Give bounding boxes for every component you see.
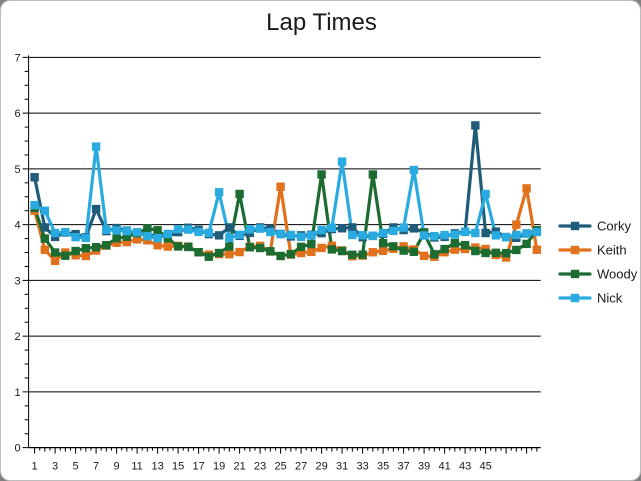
svg-text:45: 45: [479, 461, 491, 473]
svg-text:23: 23: [254, 461, 266, 473]
svg-text:15: 15: [172, 461, 184, 473]
svg-text:25: 25: [274, 461, 286, 473]
svg-text:3: 3: [14, 275, 20, 287]
svg-text:Corky: Corky: [597, 219, 631, 234]
svg-text:29: 29: [315, 461, 327, 473]
svg-text:39: 39: [418, 461, 430, 473]
svg-text:11: 11: [131, 461, 142, 473]
svg-text:5: 5: [73, 461, 79, 473]
svg-text:33: 33: [356, 461, 368, 473]
svg-text:27: 27: [295, 461, 307, 473]
svg-text:0: 0: [14, 443, 20, 455]
svg-text:Keith: Keith: [597, 243, 627, 258]
svg-text:21: 21: [233, 461, 245, 473]
svg-text:Nick: Nick: [597, 291, 623, 306]
svg-text:13: 13: [151, 461, 163, 473]
svg-text:1: 1: [32, 461, 38, 473]
svg-text:35: 35: [377, 461, 389, 473]
svg-text:Woody: Woody: [597, 267, 638, 282]
svg-text:37: 37: [397, 461, 409, 473]
svg-text:3: 3: [52, 461, 58, 473]
svg-text:41: 41: [438, 461, 450, 473]
svg-text:43: 43: [459, 461, 471, 473]
svg-text:4: 4: [14, 220, 20, 232]
svg-text:31: 31: [336, 461, 348, 473]
svg-text:1: 1: [14, 387, 20, 399]
svg-text:2: 2: [14, 331, 20, 343]
svg-text:17: 17: [192, 461, 204, 473]
svg-text:6: 6: [14, 108, 20, 120]
svg-text:7: 7: [93, 461, 99, 473]
svg-text:7: 7: [14, 52, 20, 64]
svg-text:9: 9: [114, 461, 120, 473]
svg-text:5: 5: [14, 164, 20, 176]
svg-text:19: 19: [213, 461, 225, 473]
